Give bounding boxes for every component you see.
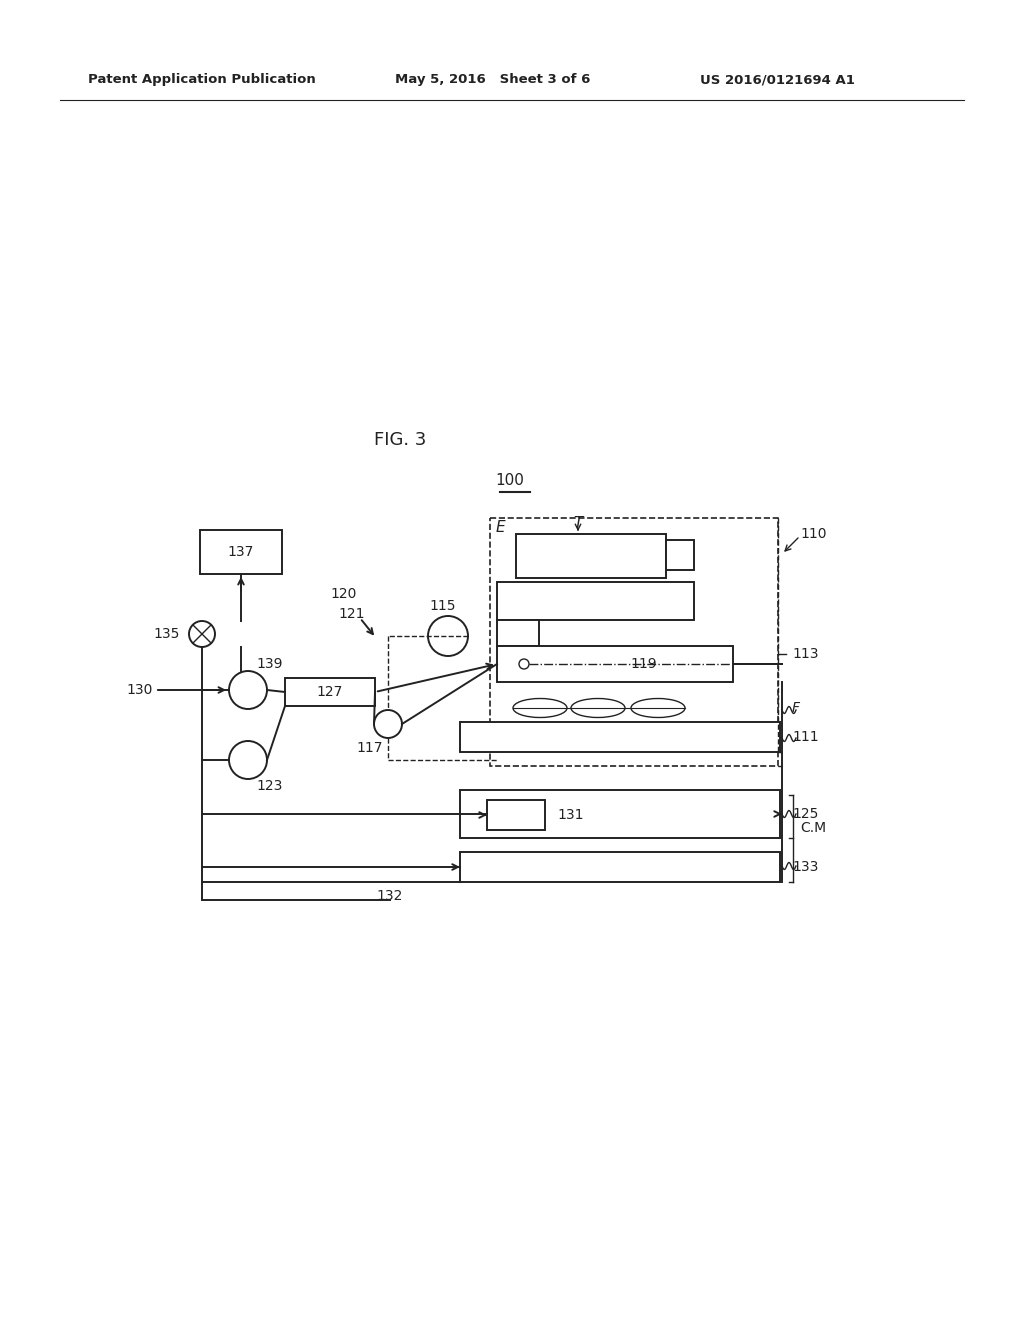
Text: FIG. 3: FIG. 3 — [374, 432, 426, 449]
Text: 132: 132 — [377, 888, 403, 903]
Text: 130: 130 — [127, 682, 153, 697]
Text: Patent Application Publication: Patent Application Publication — [88, 74, 315, 87]
Circle shape — [229, 671, 267, 709]
FancyBboxPatch shape — [487, 800, 545, 830]
Text: 115: 115 — [430, 599, 457, 612]
Text: E: E — [496, 520, 506, 536]
FancyBboxPatch shape — [516, 535, 666, 578]
Text: 135: 135 — [154, 627, 180, 642]
Text: 111: 111 — [792, 730, 818, 744]
Text: T: T — [573, 516, 583, 532]
FancyBboxPatch shape — [460, 722, 780, 752]
Text: C.M: C.M — [800, 821, 826, 836]
Text: 123: 123 — [256, 779, 283, 793]
Text: 113: 113 — [792, 647, 818, 661]
Text: 133: 133 — [792, 861, 818, 874]
FancyBboxPatch shape — [285, 678, 375, 706]
Text: 139: 139 — [256, 657, 283, 671]
Text: 110: 110 — [800, 527, 826, 541]
Text: 117: 117 — [356, 741, 383, 755]
Text: May 5, 2016   Sheet 3 of 6: May 5, 2016 Sheet 3 of 6 — [395, 74, 591, 87]
FancyBboxPatch shape — [497, 645, 733, 682]
FancyBboxPatch shape — [666, 540, 694, 570]
FancyBboxPatch shape — [497, 582, 694, 620]
Text: 137: 137 — [227, 545, 254, 558]
Ellipse shape — [571, 698, 625, 718]
Circle shape — [229, 741, 267, 779]
Circle shape — [189, 620, 215, 647]
Text: 120: 120 — [330, 587, 356, 601]
Text: 131: 131 — [557, 808, 584, 822]
FancyBboxPatch shape — [497, 620, 539, 645]
FancyBboxPatch shape — [200, 531, 282, 574]
Text: 100: 100 — [496, 473, 524, 488]
Text: 127: 127 — [316, 685, 343, 700]
Text: 121: 121 — [338, 607, 365, 620]
Ellipse shape — [631, 698, 685, 718]
Circle shape — [374, 710, 402, 738]
Text: 119: 119 — [630, 657, 656, 671]
Text: 125: 125 — [792, 807, 818, 821]
Ellipse shape — [513, 698, 567, 718]
Text: F: F — [792, 701, 800, 715]
Circle shape — [519, 659, 529, 669]
FancyBboxPatch shape — [460, 789, 780, 838]
FancyBboxPatch shape — [460, 851, 780, 882]
Text: US 2016/0121694 A1: US 2016/0121694 A1 — [700, 74, 855, 87]
Circle shape — [428, 616, 468, 656]
